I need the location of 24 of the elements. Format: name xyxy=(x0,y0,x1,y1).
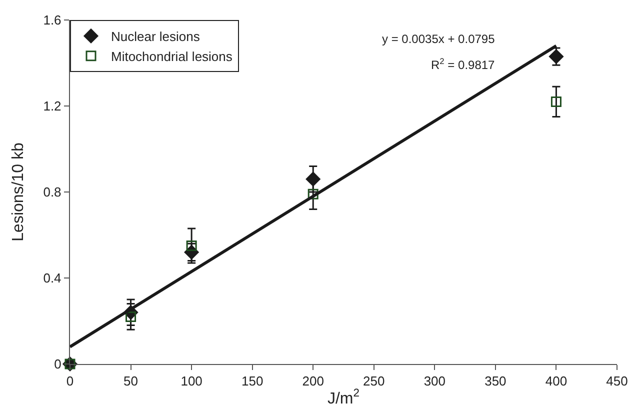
x-tick-label: 450 xyxy=(606,374,628,389)
x-axis-title: J/m$^{2}$ xyxy=(327,388,360,408)
point xyxy=(186,240,197,251)
y-tick-label: 1.6 xyxy=(43,12,62,28)
legend-label: Mitochondrial lesions xyxy=(111,48,233,64)
annotation: R$^{2}$ = 0.9817 xyxy=(431,56,496,72)
x-tick-label: 150 xyxy=(241,374,264,389)
x-tick-label: 50 xyxy=(124,374,138,389)
y-tick-label: 0.4 xyxy=(43,270,62,286)
x-tick-label: 300 xyxy=(424,374,446,389)
x-tick-label: 350 xyxy=(484,374,506,389)
point xyxy=(308,188,318,200)
x-tick-label: 0 xyxy=(66,374,74,389)
x-tick-label: 400 xyxy=(545,374,568,389)
x-tick-label: 200 xyxy=(302,374,324,389)
y-tick-label: 1.2 xyxy=(43,98,62,114)
y-tick-label: 0.8 xyxy=(43,184,62,200)
x-tick-label: 100 xyxy=(180,374,202,389)
x-tick-label: 250 xyxy=(363,374,385,389)
point xyxy=(550,96,562,107)
legend-label: Nuclear lesions xyxy=(111,29,200,44)
y-axis-title: Lesions/10 kb xyxy=(10,142,28,242)
annotation: y = 0.0035x + 0.0795 xyxy=(382,32,496,46)
y-tick-label: 0 xyxy=(54,356,62,372)
